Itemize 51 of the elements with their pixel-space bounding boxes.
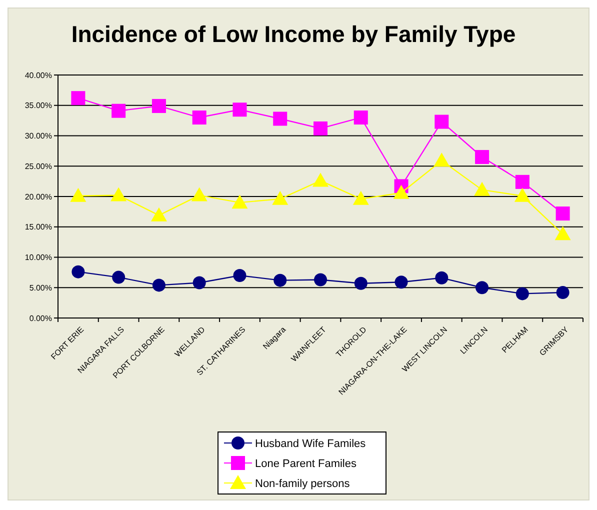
y-tick-label: 20.00% [24, 192, 52, 202]
point [110, 187, 127, 202]
point [272, 190, 288, 205]
point [273, 112, 288, 126]
point [554, 226, 571, 240]
point [354, 110, 368, 125]
legend-label: Husband Wife Familes [255, 438, 366, 450]
point [112, 104, 126, 118]
point [152, 278, 166, 292]
point [354, 276, 368, 290]
point [192, 110, 206, 125]
y-tick-label: 30.00% [24, 132, 52, 141]
legend-label: Non-family persons [255, 478, 350, 490]
point [393, 184, 410, 199]
point [556, 206, 570, 221]
point [352, 190, 369, 205]
point [112, 270, 126, 284]
point [434, 152, 450, 167]
point [150, 207, 167, 222]
point [474, 182, 490, 196]
y-tick-label: 15.00% [24, 222, 52, 232]
point [192, 276, 206, 290]
point [435, 271, 448, 284]
point [515, 174, 530, 189]
legend-label: Lone Parent Familes [255, 458, 357, 470]
point [475, 150, 490, 164]
y-tick-label: 0.00% [29, 314, 52, 323]
point [476, 281, 489, 294]
point [72, 265, 85, 278]
point [233, 268, 246, 282]
point [232, 102, 247, 117]
point [312, 172, 328, 187]
point [514, 188, 530, 202]
y-tick-label: 35.00% [24, 101, 52, 110]
point [434, 114, 449, 129]
point [314, 273, 327, 286]
y-tick-label: 5.00% [29, 283, 52, 292]
point [556, 286, 570, 299]
y-tick-label: 40.00% [24, 70, 52, 80]
point [70, 188, 86, 202]
point [394, 276, 408, 289]
y-tick-label: 25.00% [24, 162, 52, 171]
y-tick-label: 10.00% [24, 253, 52, 262]
point [232, 194, 248, 209]
chart-title: Incidence of Low Income by Family Type [71, 21, 516, 47]
point [516, 287, 529, 300]
point [152, 98, 166, 113]
point [191, 187, 208, 202]
point [71, 91, 86, 106]
point [314, 121, 328, 136]
point [274, 274, 287, 287]
